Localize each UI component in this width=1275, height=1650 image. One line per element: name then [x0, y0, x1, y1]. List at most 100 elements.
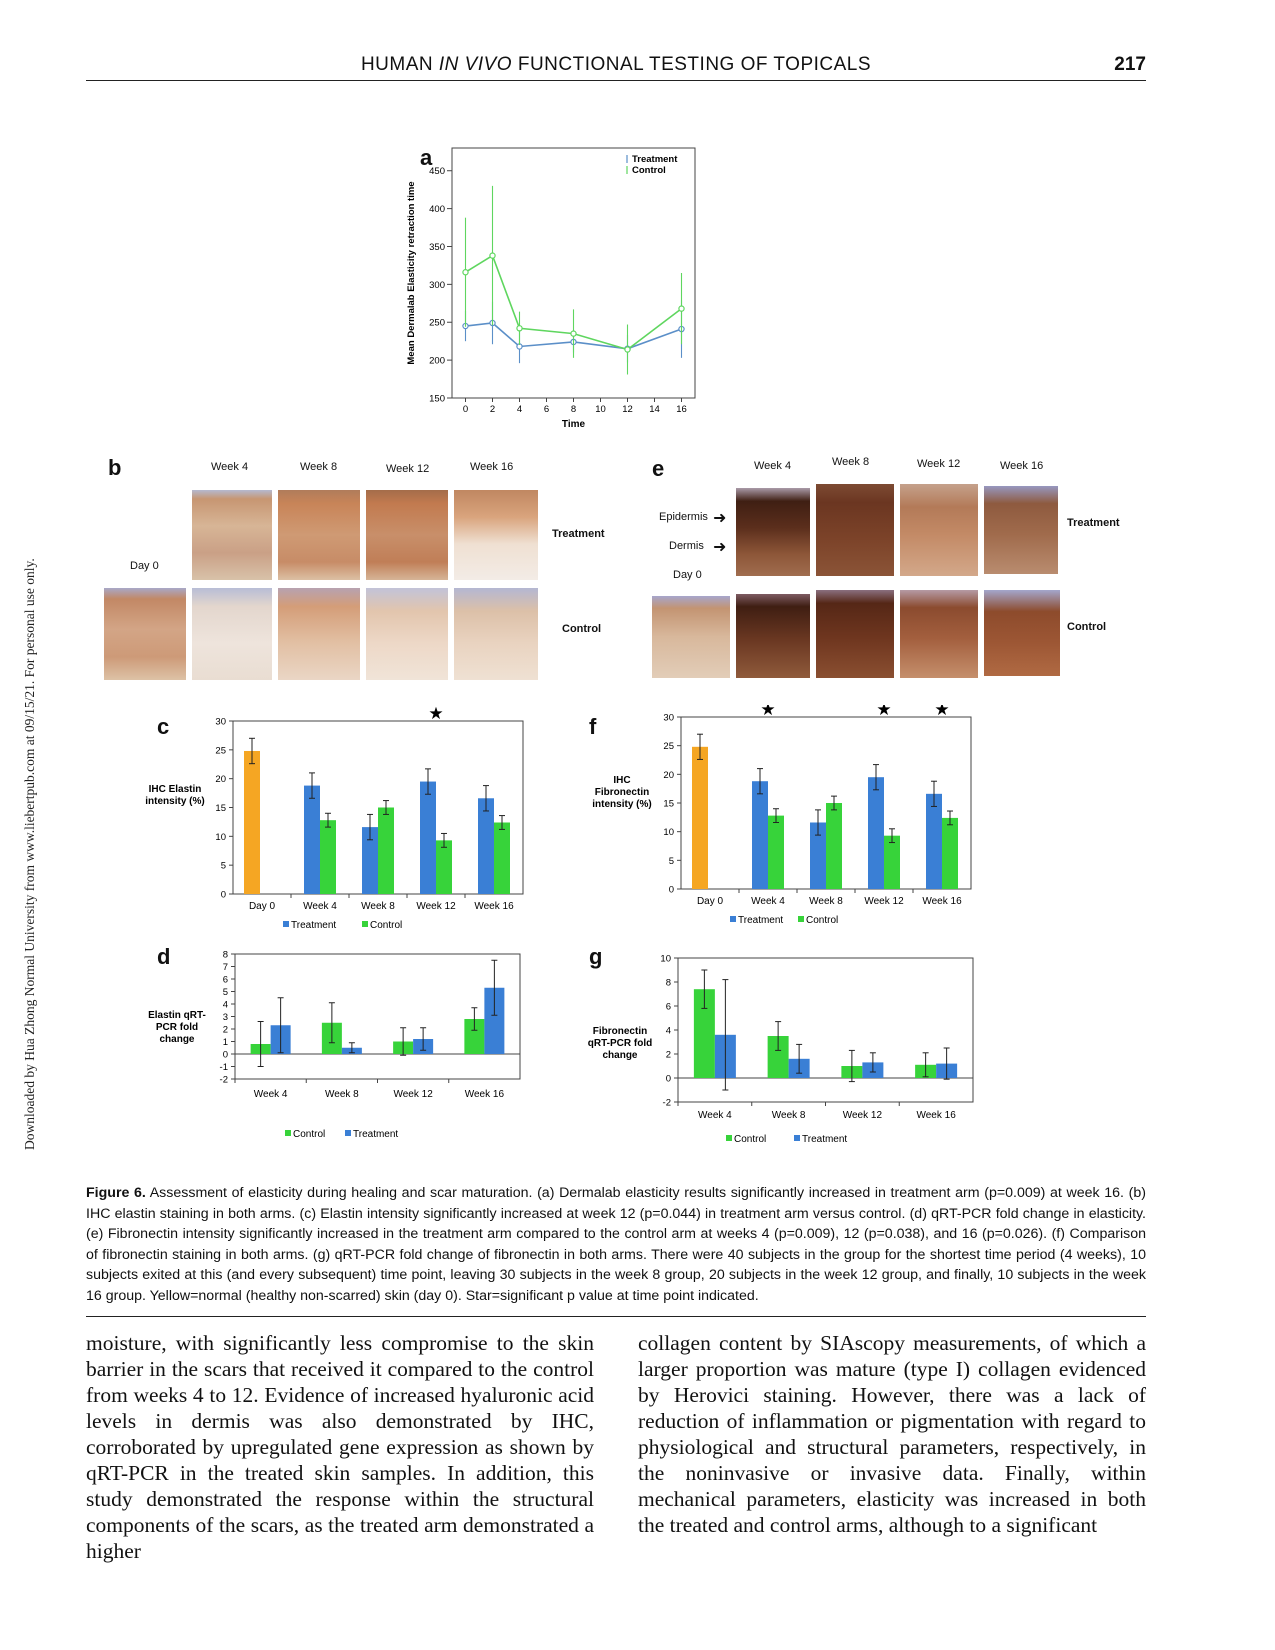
y-axis-label: Elastin qRT- [148, 1010, 206, 1021]
micrograph-e-control-week4 [736, 594, 810, 678]
data-point [462, 269, 469, 276]
micrograph-e-control-day0 [652, 596, 730, 678]
micrograph-e-control-week12 [900, 590, 978, 678]
x-tick-label: Week 16 [922, 896, 962, 907]
bar-day0 [692, 746, 708, 889]
y-axis-label: change [602, 1050, 637, 1061]
micrograph-e-treatment-week16 [984, 486, 1058, 574]
panel-b-col-week4: Week 4 [211, 461, 249, 473]
y-axis-label: Fibronectin [593, 1026, 647, 1037]
bar-control [320, 820, 336, 894]
data-point [624, 346, 631, 353]
x-tick-label: Week 4 [254, 1089, 288, 1100]
panel-b-col-week16: Week 16 [470, 461, 514, 473]
plot-frame [234, 953, 521, 1080]
micrograph-b-control-week8 [278, 588, 360, 680]
bar-control [767, 1036, 789, 1078]
x-tick-label: 14 [649, 404, 660, 415]
figure-label: Figure 6. [86, 1185, 146, 1201]
legend-label: Control [370, 920, 402, 930]
legend-swatch [794, 1135, 800, 1141]
running-title: HUMAN IN VIVO FUNCTIONAL TESTING OF TOPI… [360, 54, 872, 75]
panel-b-row-control: Control [562, 623, 602, 635]
x-tick-label: 2 [490, 404, 495, 415]
x-tick-label: Week 16 [474, 901, 514, 912]
micrograph-b-control-week4 [192, 588, 272, 680]
panel-b-letter: b [108, 455, 122, 480]
bar-treatment [420, 781, 436, 894]
arrow-icon: ➜ [713, 539, 727, 556]
bar-control [768, 815, 784, 889]
panel-e-col-week8: Week 8 [832, 456, 870, 468]
micrograph-e-treatment-week12 [900, 484, 978, 576]
bar-control [436, 840, 452, 894]
y-tick-label: 300 [429, 280, 445, 291]
significance-star-icon: ★ [934, 705, 949, 719]
bar-treatment [484, 987, 505, 1054]
legend-swatch [345, 1130, 351, 1136]
y-tick-label: 15 [663, 799, 674, 810]
panel-e-row-control: Control [1067, 621, 1107, 633]
figure-caption-text: Assessment of elasticity during healing … [86, 1185, 1146, 1304]
figure-caption: Figure 6. Assessment of elasticity durin… [86, 1183, 1146, 1306]
micrograph-b-treatment-week16 [454, 490, 538, 580]
legend-label: Control [734, 1134, 766, 1145]
bar-treatment [752, 781, 768, 889]
y-tick-label: 10 [215, 832, 226, 843]
y-tick-label: 1 [223, 1037, 228, 1048]
legend-swatch [285, 1130, 291, 1136]
x-tick-label: Week 12 [864, 896, 904, 907]
y-tick-label: 3 [223, 1012, 228, 1023]
panel-e-epidermis-label: Epidermis [659, 511, 708, 523]
y-tick-label: -1 [220, 1062, 228, 1073]
y-tick-label: 20 [663, 770, 674, 781]
x-tick-label: 6 [544, 404, 549, 415]
y-tick-label: 30 [663, 713, 674, 724]
y-tick-label: 2 [223, 1025, 228, 1036]
data-point [516, 325, 523, 332]
series-line-treatment [465, 322, 682, 350]
y-tick-label: 8 [223, 950, 228, 961]
bar-control [693, 989, 715, 1078]
bar-control [464, 1019, 485, 1054]
download-notice: Downloaded by Hua Zhong Normal Universit… [22, 558, 37, 1150]
x-tick-label: 0 [463, 404, 468, 415]
x-tick-label: Week 12 [416, 901, 456, 912]
legend-swatch [726, 1135, 732, 1141]
x-tick-label: Week 8 [772, 1110, 806, 1121]
panel-c-letter: c [157, 714, 170, 739]
micrograph-e-treatment-week4 [736, 488, 810, 576]
y-tick-label: 7 [223, 962, 228, 973]
x-axis-label: Time [562, 419, 586, 430]
y-tick-label: 5 [223, 987, 228, 998]
micrograph-b-control-week16 [454, 588, 538, 680]
y-tick-label: 5 [221, 861, 226, 872]
y-axis-label: IHC [613, 775, 630, 786]
y-tick-label: 350 [429, 242, 445, 253]
bar-control [942, 817, 958, 889]
y-axis-label: Fibronectin [595, 787, 649, 798]
bar-treatment [304, 785, 320, 894]
y-tick-label: 450 [429, 166, 445, 177]
legend-swatch [283, 921, 289, 927]
page-number: 217 [1114, 54, 1146, 75]
panel-d-letter: d [157, 944, 171, 969]
significance-star-icon: ★ [760, 705, 775, 719]
x-tick-label: 16 [676, 404, 687, 415]
y-tick-label: 25 [215, 745, 226, 756]
x-tick-label: Week 16 [465, 1089, 505, 1100]
x-tick-label: 4 [517, 404, 522, 415]
micrograph-b-treatment-week12 [366, 490, 448, 580]
running-header: HUMAN IN VIVO FUNCTIONAL TESTING OF TOPI… [86, 52, 1146, 81]
bar-control [884, 835, 900, 889]
panel-e-day0-label: Day 0 [673, 569, 702, 581]
legend-swatch [798, 916, 804, 922]
x-tick-label: Week 4 [751, 896, 785, 907]
x-tick-label: 8 [571, 404, 576, 415]
panel-f-letter: f [589, 714, 597, 739]
legend-swatch [362, 921, 368, 927]
legend-label: Treatment [802, 1134, 847, 1145]
bar-control [494, 822, 510, 894]
